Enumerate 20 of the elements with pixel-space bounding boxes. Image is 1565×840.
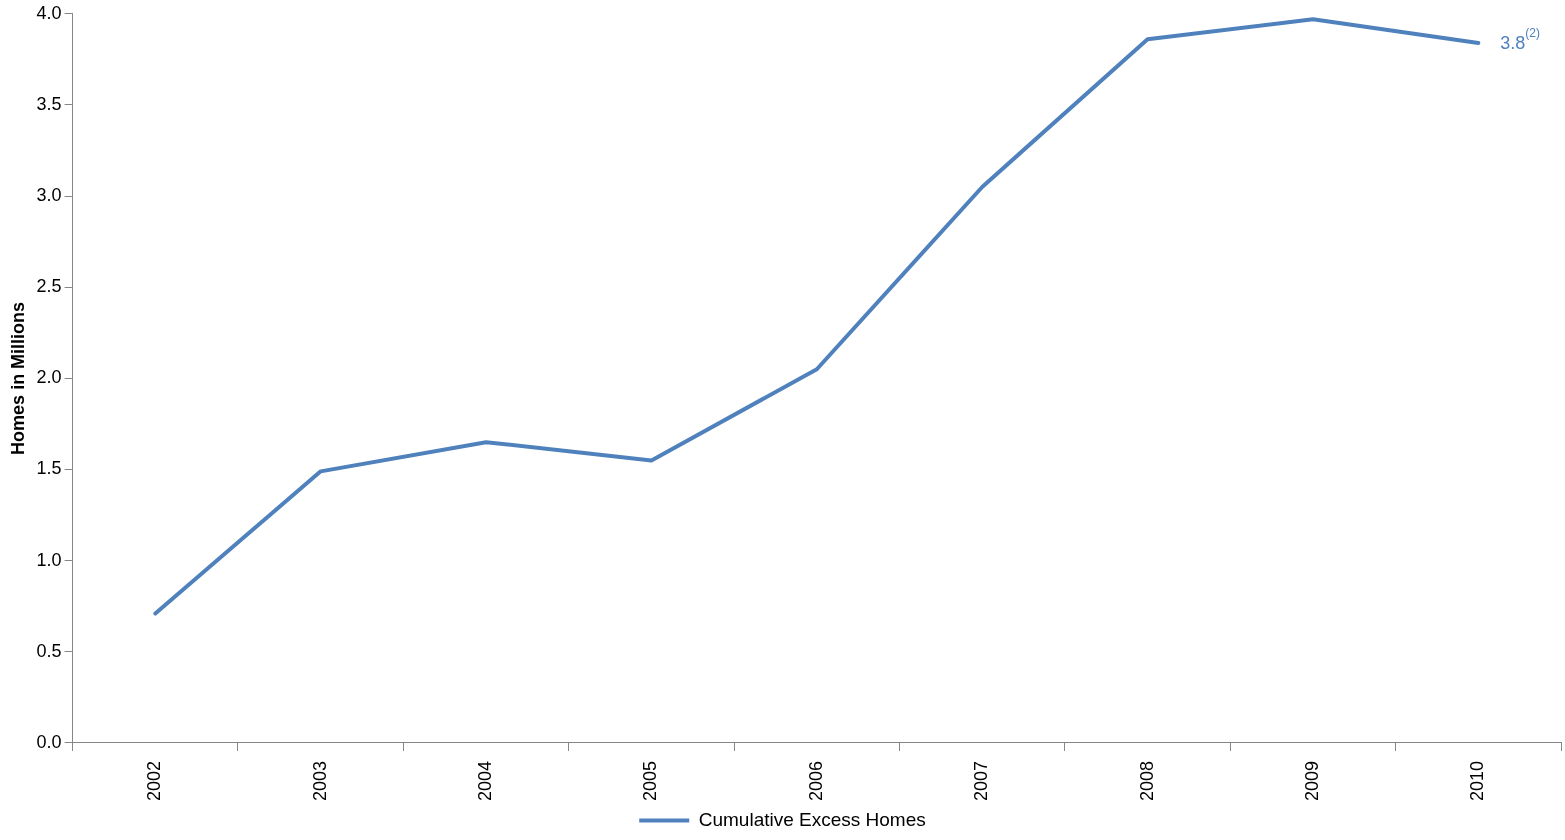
y-tick-label: 2.5 (36, 276, 62, 297)
y-tick-label: 2.0 (36, 367, 62, 388)
x-tick-label: 2009 (1301, 760, 1322, 801)
y-tick-label: 3.0 (36, 185, 62, 206)
x-tick-label: 2004 (475, 760, 496, 801)
y-tick-label: 1.0 (36, 549, 62, 570)
x-tick-label: 2008 (1136, 760, 1157, 801)
y-axis-title: Homes in Millions (7, 301, 28, 455)
x-tick-label: 2007 (971, 760, 992, 801)
x-tick-label: 2005 (640, 760, 661, 801)
legend-label: Cumulative Excess Homes (698, 808, 926, 830)
y-tick-label: 4.0 (36, 2, 62, 23)
x-tick-label: 2010 (1467, 760, 1488, 801)
y-tick-label: 1.5 (36, 458, 62, 479)
x-tick-label: 2003 (309, 760, 330, 801)
y-tick-label: 0.0 (36, 731, 62, 752)
x-tick-label: 2006 (805, 760, 826, 801)
x-tick-label: 2002 (144, 760, 165, 801)
y-tick-label: 3.5 (36, 93, 62, 114)
y-tick-label: 0.5 (36, 640, 62, 661)
